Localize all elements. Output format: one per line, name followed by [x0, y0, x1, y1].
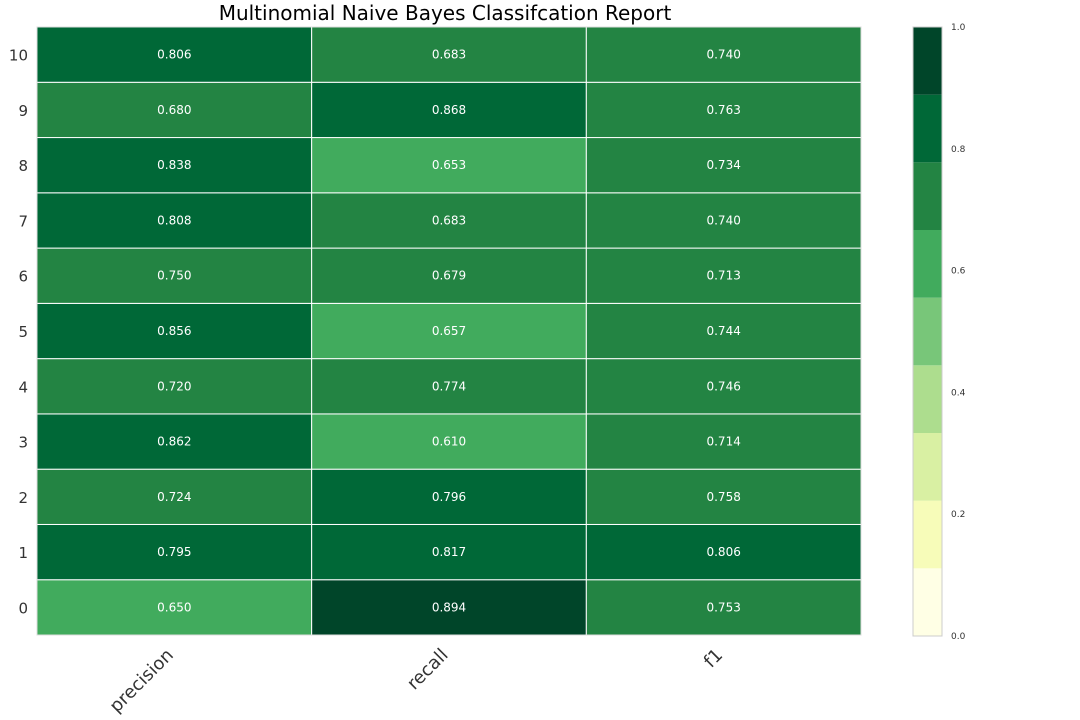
cell-value-label: 0.838	[157, 158, 191, 172]
heatmap-cell-0-recall	[311, 579, 587, 636]
y-tick-label: 7	[18, 212, 28, 230]
cell-value-label: 0.795	[157, 545, 191, 559]
cell-value-label: 0.740	[706, 48, 740, 62]
y-tick-label: 3	[18, 434, 28, 452]
y-tick-label: 1	[18, 544, 28, 562]
cell-value-label: 0.679	[432, 269, 466, 283]
heatmap-cell-8-precision	[36, 137, 313, 194]
heatmap-cell-3-precision	[36, 413, 313, 470]
x-tick-labels: precision recall f1	[106, 645, 728, 717]
heatmap-cell-9-recall	[311, 81, 587, 139]
colorbar-segment	[913, 27, 942, 95]
cell-value-label: 0.683	[432, 48, 466, 62]
cell-value-label: 0.750	[157, 269, 191, 283]
colorbar-segment	[913, 94, 942, 163]
colorbar-tick-label: 0.8	[951, 145, 966, 155]
heatmap-cell-2-recall	[311, 468, 587, 525]
heatmap-cell-6-recall	[311, 247, 587, 304]
cell-value-label: 0.714	[706, 435, 740, 449]
heatmap-cell-6-f1	[585, 247, 862, 304]
y-tick-label: 4	[18, 378, 28, 396]
colorbar-tick-label: 0.6	[951, 267, 966, 277]
heatmap-cell-0-precision	[36, 579, 313, 636]
cell-value-label: 0.653	[432, 158, 466, 172]
colorbar-segment	[913, 365, 942, 433]
heatmap-cell-7-recall	[311, 192, 587, 249]
y-tick-label: 9	[18, 102, 28, 120]
colorbar-segment	[913, 230, 942, 298]
chart-title: Multinomial Naive Bayes Classifcation Re…	[219, 1, 672, 25]
colorbar-tick-label: 0.0	[951, 632, 966, 642]
cell-value-label: 0.753	[706, 600, 740, 614]
colorbar-segment	[913, 433, 942, 501]
heatmap-cell-1-f1	[585, 523, 862, 581]
cell-value-label: 0.724	[157, 490, 191, 504]
cell-value-label: 0.758	[706, 490, 740, 504]
heatmap-cell-2-precision	[36, 468, 313, 525]
cell-value-label: 0.894	[432, 600, 466, 614]
cell-value-label: 0.746	[706, 379, 740, 393]
y-tick-label: 6	[18, 268, 28, 286]
cell-value-label: 0.856	[157, 324, 191, 338]
heatmap-cell-2-f1	[585, 468, 862, 525]
plot-frame	[36, 26, 862, 636]
cell-value-label: 0.744	[706, 324, 740, 338]
heatmap-cell-5-recall	[311, 302, 587, 360]
cell-value-label: 0.657	[432, 324, 466, 338]
cell-value-label: 0.713	[706, 269, 740, 283]
cell-value-label: 0.774	[432, 379, 466, 393]
colorbar-segment	[913, 500, 942, 569]
colorbar-segment	[913, 162, 942, 230]
cell-value-label: 0.808	[157, 213, 191, 227]
cell-value-label: 0.868	[432, 103, 466, 117]
cell-value-label: 0.650	[157, 600, 191, 614]
colorbar-tick-label: 0.4	[951, 388, 966, 398]
heatmap-cell-6-precision	[36, 247, 313, 304]
cell-value-label: 0.806	[157, 48, 191, 62]
cell-value-label: 0.680	[157, 103, 191, 117]
cell-value-label: 0.817	[432, 545, 466, 559]
y-tick-label: 5	[18, 323, 28, 341]
cell-value-label: 0.740	[706, 213, 740, 227]
colorbar-tick-label: 0.2	[951, 510, 965, 520]
heatmap-cell-4-precision	[36, 358, 313, 415]
heatmap-cell-9-precision	[36, 81, 313, 139]
cell-value-label: 0.720	[157, 379, 191, 393]
cell-value-label: 0.862	[157, 435, 191, 449]
heatmap-cell-3-f1	[585, 413, 862, 470]
y-tick-label: 0	[18, 599, 28, 617]
x-tick-label: precision	[106, 645, 178, 717]
heatmap-cell-4-f1	[585, 358, 862, 415]
colorbar-tick-label: 1.0	[951, 23, 966, 33]
cell-value-label: 0.734	[706, 158, 740, 172]
y-tick-labels: 0 1 2 3 4 5 6 7 8 9 10	[9, 47, 28, 618]
cell-value-label: 0.806	[706, 545, 740, 559]
cell-value-label: 0.796	[432, 490, 466, 504]
y-tick-label: 8	[18, 157, 28, 175]
colorbar-segment	[913, 568, 942, 636]
x-tick-label: recall	[403, 645, 453, 695]
heatmap-cell-8-f1	[585, 137, 862, 194]
cell-value-label: 0.683	[432, 213, 466, 227]
cell-value-label: 0.763	[706, 103, 740, 117]
colorbar-frame	[912, 26, 943, 637]
heatmap-cells: 0.650 0.894 0.753 0.795 0.817 0.806 0.724 0.796…	[36, 26, 862, 636]
y-tick-label: 2	[18, 489, 28, 507]
colorbar-segment	[913, 297, 942, 366]
heatmap-cell-5-f1	[585, 302, 862, 360]
heatmap-cell-1-recall	[311, 523, 587, 581]
x-tick-label: f1	[700, 645, 727, 672]
y-tick-label: 10	[9, 47, 28, 65]
cell-value-label: 0.610	[432, 435, 466, 449]
heatmap-cell-1-precision	[36, 523, 313, 581]
colorbar: 0.0 0.2 0.4 0.6 0.8 1.0	[912, 23, 966, 642]
